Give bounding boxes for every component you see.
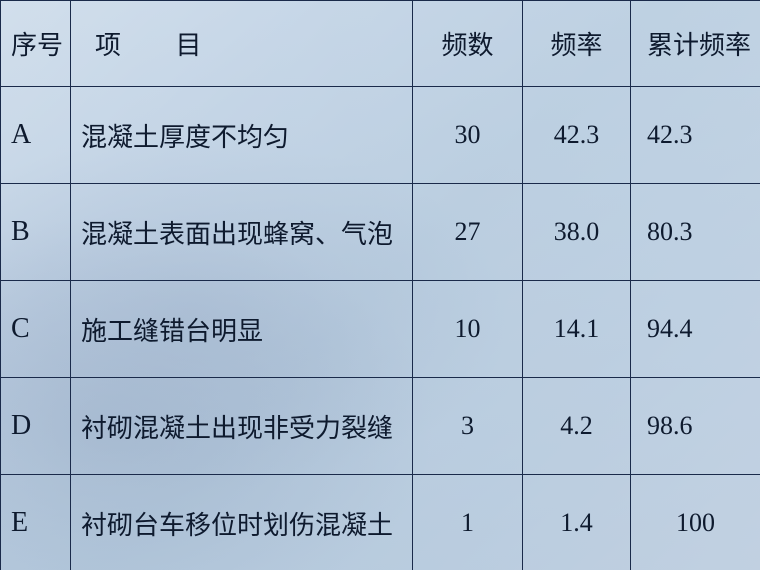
cell-rate: 42.3: [523, 87, 631, 184]
cell-item: 衬砌混凝土出现非受力裂缝: [71, 378, 413, 475]
cell-index: A: [1, 87, 71, 184]
table-row: A 混凝土厚度不均匀 30 42.3 42.3: [1, 87, 760, 184]
cell-count: 27: [413, 184, 523, 281]
cell-index: D: [1, 378, 71, 475]
table-header-row: 序号 项 目 频数 频率 累计频率: [1, 1, 760, 87]
cell-cumulative: 80.3: [631, 184, 760, 281]
table-row: C 施工缝错台明显 10 14.1 94.4: [1, 281, 760, 378]
cell-rate: 4.2: [523, 378, 631, 475]
cell-count: 30: [413, 87, 523, 184]
cell-index: C: [1, 281, 71, 378]
header-rate: 频率: [523, 1, 631, 87]
defect-frequency-table: 序号 项 目 频数 频率 累计频率 A 混凝土厚度不均匀 30 42.3 42.…: [0, 0, 760, 570]
header-count: 频数: [413, 1, 523, 87]
cell-item: 混凝土厚度不均匀: [71, 87, 413, 184]
cell-rate: 1.4: [523, 475, 631, 570]
cell-index: E: [1, 475, 71, 570]
header-cumulative: 累计频率: [631, 1, 760, 87]
cell-item: 施工缝错台明显: [71, 281, 413, 378]
table-row: E 衬砌台车移位时划伤混凝土 1 1.4 100: [1, 475, 760, 570]
cell-count: 1: [413, 475, 523, 570]
header-index: 序号: [1, 1, 71, 87]
header-item: 项 目: [71, 1, 413, 87]
cell-index: B: [1, 184, 71, 281]
cell-count: 3: [413, 378, 523, 475]
cell-item: 衬砌台车移位时划伤混凝土: [71, 475, 413, 570]
table-row: B 混凝土表面出现蜂窝、气泡 27 38.0 80.3: [1, 184, 760, 281]
cell-rate: 38.0: [523, 184, 631, 281]
cell-cumulative: 100: [631, 475, 760, 570]
cell-rate: 14.1: [523, 281, 631, 378]
cell-count: 10: [413, 281, 523, 378]
cell-cumulative: 98.6: [631, 378, 760, 475]
cell-cumulative: 42.3: [631, 87, 760, 184]
cell-item: 混凝土表面出现蜂窝、气泡: [71, 184, 413, 281]
cell-cumulative: 94.4: [631, 281, 760, 378]
table-row: D 衬砌混凝土出现非受力裂缝 3 4.2 98.6: [1, 378, 760, 475]
